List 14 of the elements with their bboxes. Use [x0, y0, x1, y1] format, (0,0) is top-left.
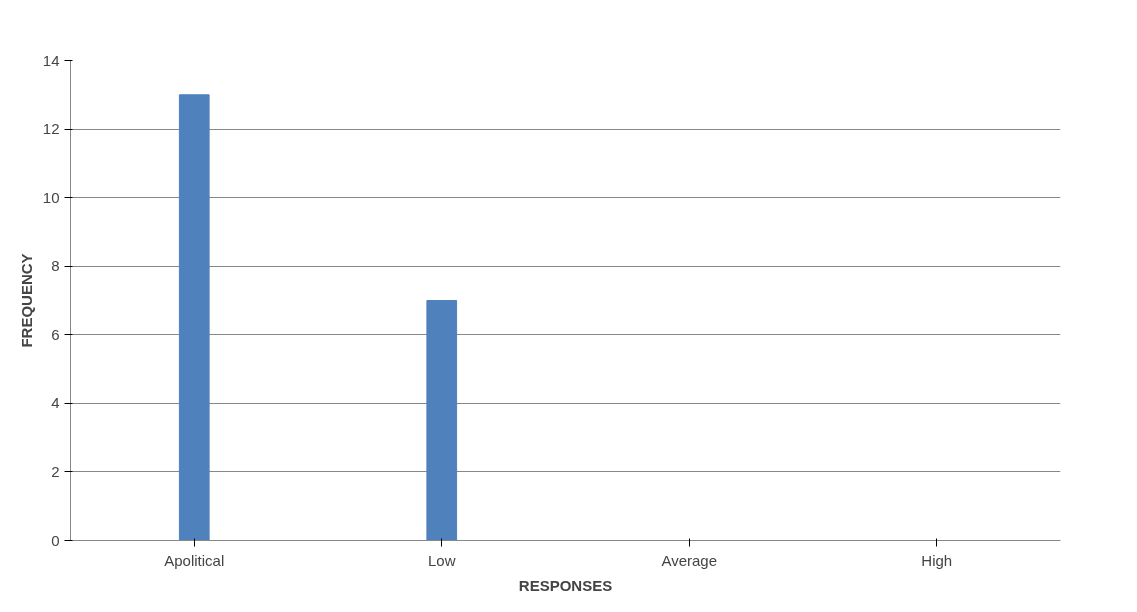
- y-axis-title: FREQUENCY: [17, 253, 35, 348]
- y-tick-label: 4: [51, 394, 60, 412]
- x-tick-label: Average: [661, 551, 718, 569]
- y-tick-label: 8: [51, 257, 60, 275]
- y-tick-label: 0: [51, 531, 60, 549]
- y-tick-label: 2: [51, 462, 60, 480]
- y-tick-label: 10: [42, 188, 60, 206]
- x-tick-label: High: [921, 551, 953, 569]
- x-axis-title: RESPONSES: [518, 576, 613, 594]
- x-tick-label: Low: [427, 551, 456, 569]
- x-tick-label: Apolitical: [164, 551, 225, 569]
- y-tick-label: 14: [42, 51, 60, 69]
- y-tick-label: 12: [42, 120, 60, 138]
- y-tick-label: 6: [51, 325, 60, 343]
